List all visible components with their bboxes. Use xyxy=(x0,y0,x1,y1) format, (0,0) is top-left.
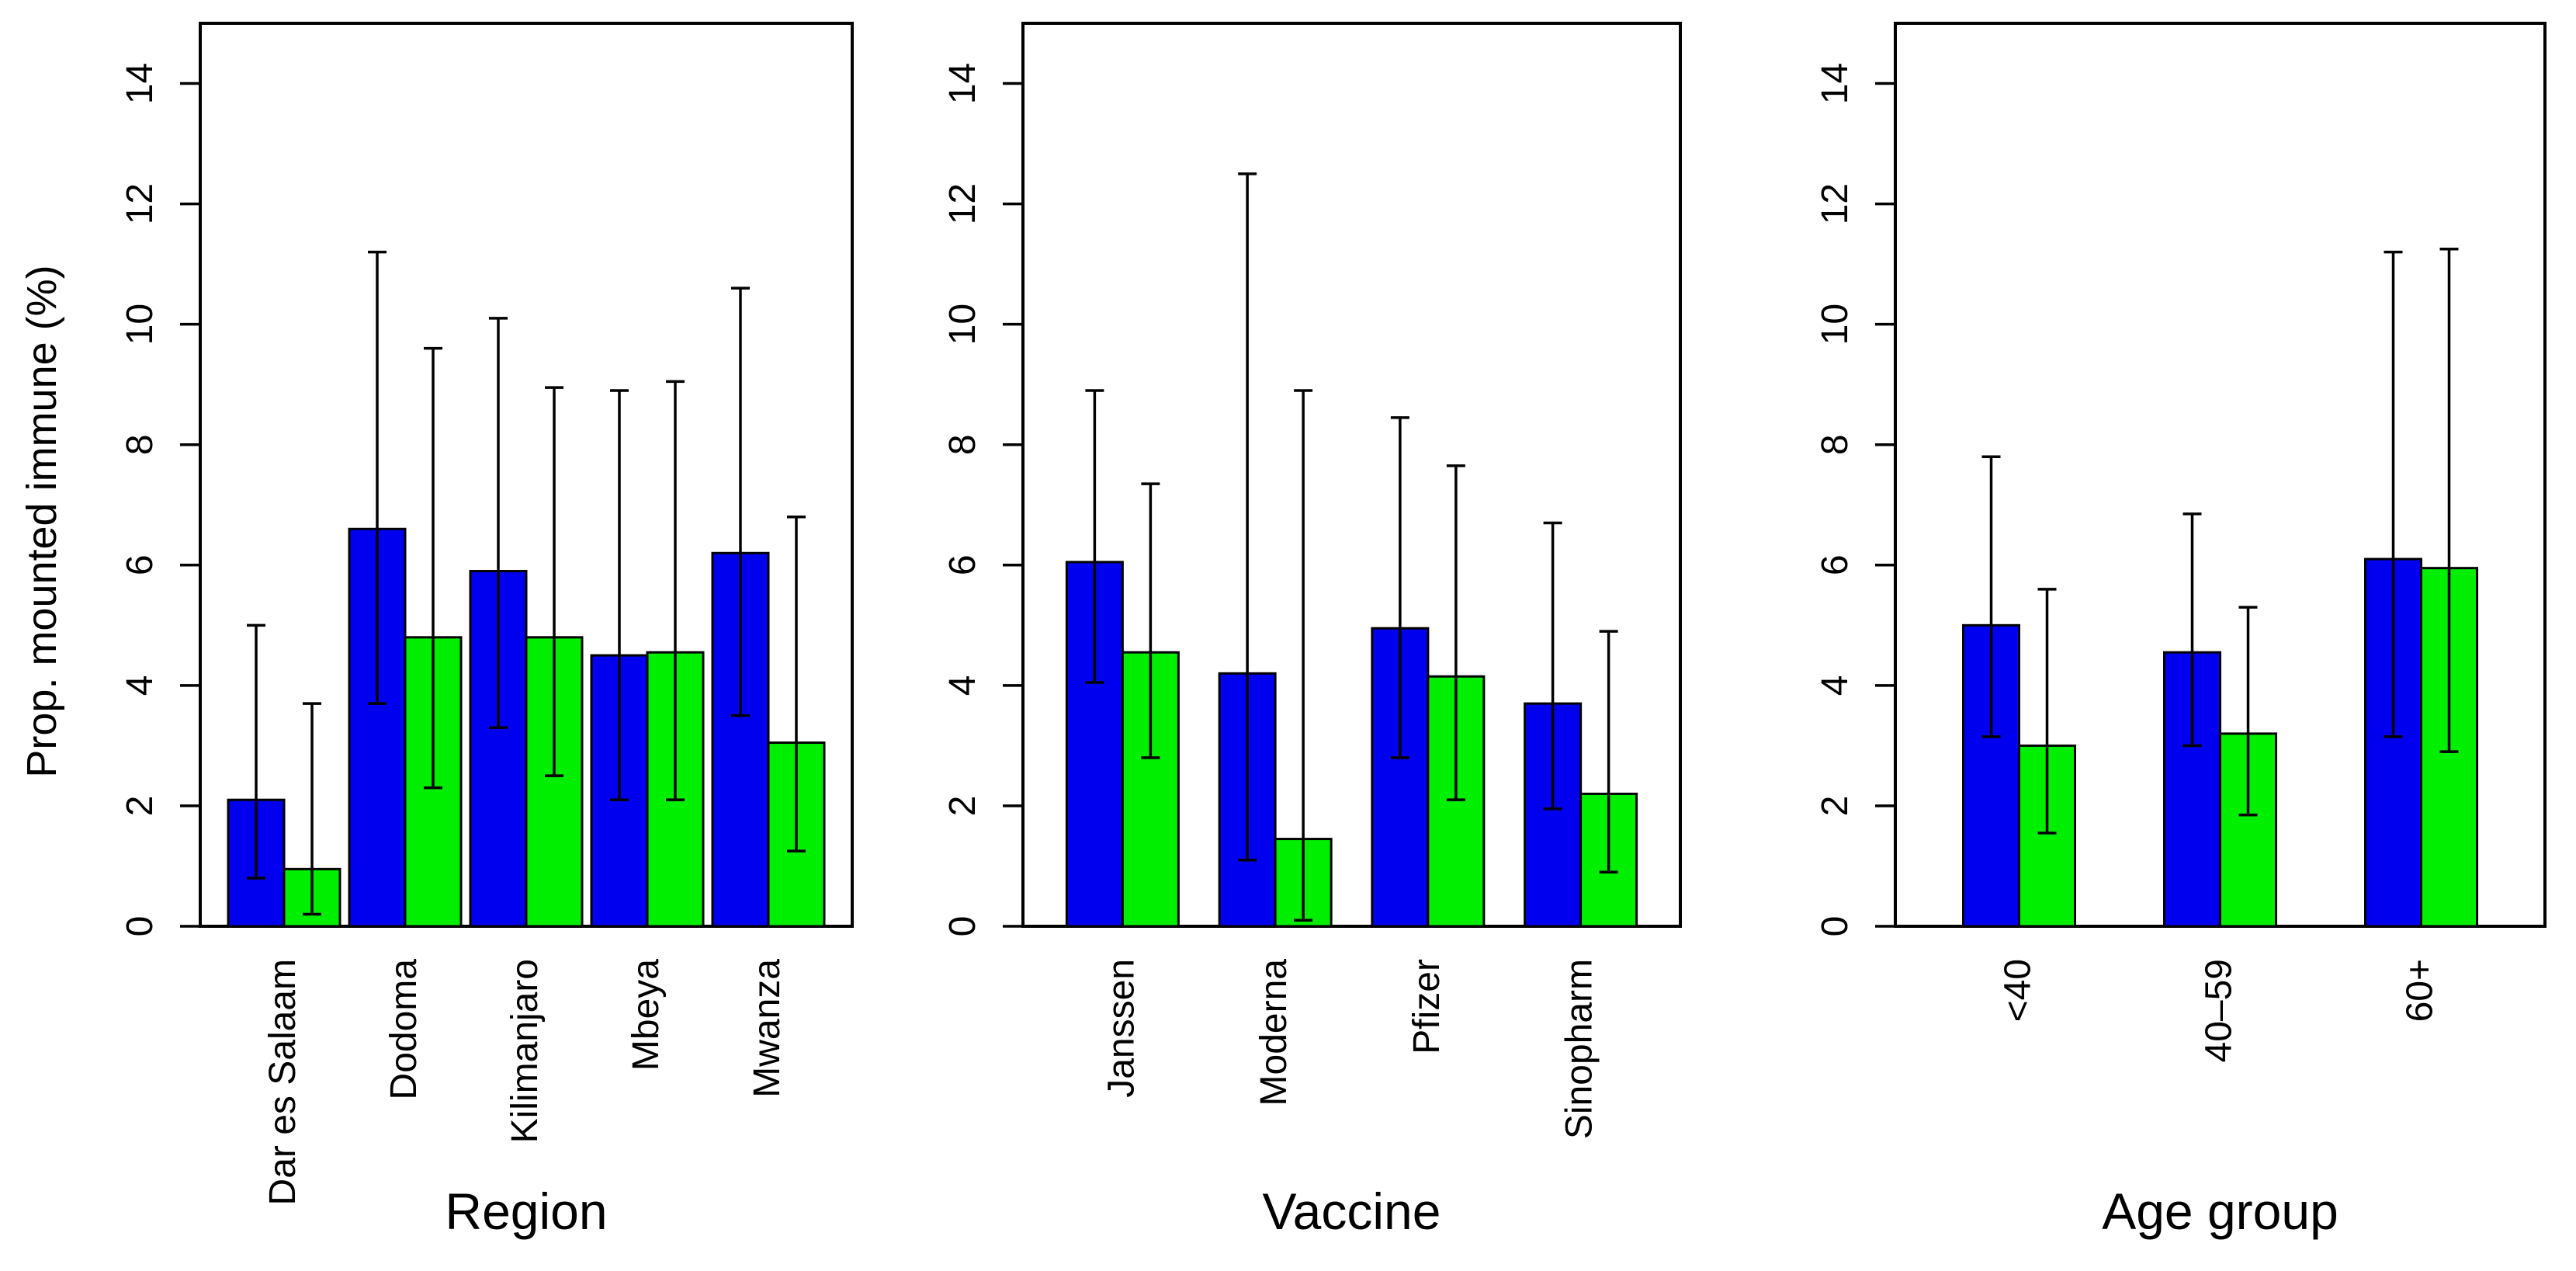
x-category-label: Mbeya xyxy=(626,959,667,1071)
y-tick-label: 0 xyxy=(1815,916,1856,937)
x-axis-title: Age group xyxy=(2102,1182,2339,1240)
x-category-label: Mwanza xyxy=(747,959,788,1098)
x-category-label: Janssen xyxy=(1101,959,1142,1098)
y-tick-label: 10 xyxy=(942,304,983,345)
y-tick-label: 8 xyxy=(942,434,983,455)
y-tick-label: 2 xyxy=(1815,796,1856,817)
y-tick-label: 4 xyxy=(120,675,161,696)
y-tick-label: 14 xyxy=(120,63,161,104)
y-tick-label: 10 xyxy=(120,304,161,345)
x-axis-title: Region xyxy=(445,1182,607,1240)
y-tick-label: 2 xyxy=(942,796,983,817)
y-tick-label: 2 xyxy=(120,796,161,817)
y-tick-label: 6 xyxy=(120,554,161,575)
x-category-label: Kilimanjaro xyxy=(504,959,546,1143)
x-category-label: Moderna xyxy=(1253,959,1295,1106)
y-tick-label: 6 xyxy=(942,554,983,575)
y-tick-label: 8 xyxy=(120,434,161,455)
y-tick-label: 10 xyxy=(1815,304,1856,345)
chart-figure: 0 2 4 6 8 10 12 14 Dar es Salaam Dodoma Kilimanjar… xyxy=(0,0,2576,1271)
x-category-label: Sinopharm xyxy=(1559,959,1600,1139)
y-tick-label: 8 xyxy=(1815,434,1856,455)
x-category-label: Dar es Salaam xyxy=(262,959,303,1205)
y-tick-label: 6 xyxy=(1815,554,1856,575)
y-axis-title: Prop. mounted immune (%) xyxy=(19,265,65,777)
x-axis-title: Vaccine xyxy=(1263,1182,1441,1240)
y-tick-label: 4 xyxy=(1815,675,1856,696)
y-tick-label: 14 xyxy=(942,63,983,104)
x-category-label: Pfizer xyxy=(1406,959,1447,1054)
y-tick-label: 12 xyxy=(942,183,983,224)
x-category-label: 60+ xyxy=(2400,959,2441,1022)
y-tick-label: 0 xyxy=(120,916,161,937)
x-category-label: 40–59 xyxy=(2199,959,2240,1062)
y-tick-label: 12 xyxy=(120,183,161,224)
x-category-label: Dodoma xyxy=(383,959,425,1100)
y-tick-label: 4 xyxy=(942,675,983,696)
x-category-label: <40 xyxy=(1998,959,2039,1022)
y-tick-label: 14 xyxy=(1815,63,1856,104)
y-tick-label: 12 xyxy=(1815,183,1856,224)
y-tick-label: 0 xyxy=(942,916,983,937)
